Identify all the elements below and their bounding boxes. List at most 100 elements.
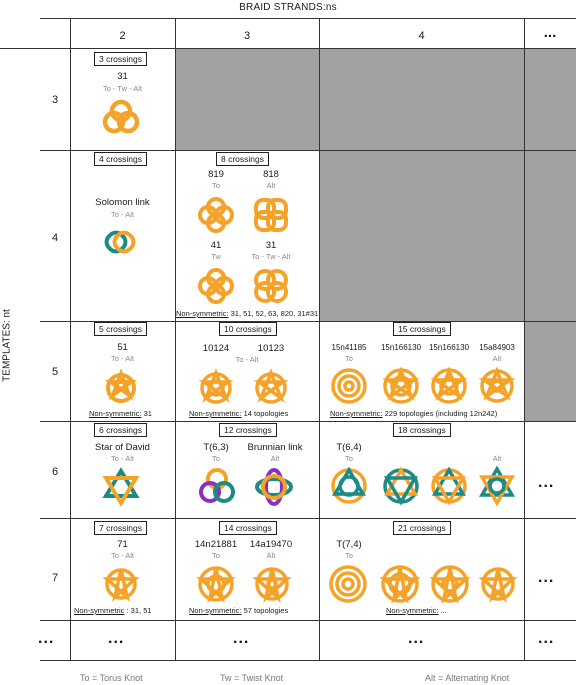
knot-type: Alt: [266, 181, 276, 190]
knot-type: To - Tw - Alt: [251, 252, 291, 261]
knot-label: 818: [263, 169, 279, 180]
non-symmetric-note: Non-symmetric: ...: [386, 606, 447, 615]
knot-label: Solomon link: [95, 197, 150, 208]
knot-icon: [329, 565, 367, 603]
grid-line: [40, 620, 576, 621]
star-knot-icon: [102, 568, 140, 602]
knot-type: To - Alt: [235, 355, 259, 364]
non-symmetric-note: Non-symmetric: 57 topologies: [189, 606, 288, 615]
knot-type: To: [212, 181, 220, 190]
knot-label: T(6,4): [336, 442, 362, 453]
crossings-box: 3 crossings: [94, 52, 147, 66]
knot-icon: [431, 466, 467, 506]
crossings-box: 10 crossings: [219, 322, 277, 336]
knot-icon: [383, 466, 419, 506]
knot-label: 15n41185: [331, 343, 367, 352]
row-header-more: ...: [38, 630, 55, 647]
knot-type: Alt: [266, 551, 276, 560]
non-symmetric-note: Non-symmetric: 229 topologies (including…: [330, 409, 497, 418]
gray-cell-r4c4: [319, 150, 524, 321]
knot-label: 14a19470: [249, 539, 293, 550]
knot-icon: [252, 567, 292, 603]
more-ellipsis: ...: [408, 630, 425, 647]
knot-label: 71: [117, 539, 128, 550]
crossings-box: 6 crossings: [94, 423, 147, 437]
note-label: Non-symmetric:: [189, 606, 242, 615]
note-label: Non-symmetric:: [89, 409, 142, 418]
templates-title: TEMPLATES: nt: [1, 309, 13, 382]
knot-label: T(6,3): [203, 442, 229, 453]
legend-alternating: Alt = Alternating Knot: [425, 673, 510, 683]
grid-line: [40, 518, 576, 519]
knot-label: Brunnian link: [247, 442, 303, 453]
row-header-7: 7: [51, 572, 59, 584]
crossings-box: 4 crossings: [94, 152, 147, 166]
knot-label: 41: [210, 240, 222, 251]
grid-line: [40, 321, 576, 322]
note-value: 31, 51, 52, 63, 820, 31#31: [230, 309, 319, 318]
knot-type: To - Alt: [111, 454, 134, 463]
grid-line: [40, 150, 576, 151]
crossings-box: 18 crossings: [393, 423, 451, 437]
knot-label: 15n166130: [428, 343, 470, 352]
knot-icon: [429, 565, 471, 604]
trefoil-knot-icon: [102, 99, 140, 134]
knot-icon: [198, 268, 234, 304]
solomon-link-icon: [104, 230, 136, 254]
grid-line: [319, 18, 320, 660]
legend-twist: Tw = Twist Knot: [220, 673, 284, 683]
column-header-2: 2: [119, 30, 126, 42]
knot-icon: [379, 565, 421, 604]
knot-label: 10123: [257, 343, 285, 354]
knot-icon: [331, 368, 367, 404]
knot-type: To - Alt: [111, 551, 134, 560]
row-header-3: 3: [51, 94, 59, 106]
note-label: Non-symmetric:: [330, 409, 383, 418]
crossings-box: 12 crossings: [219, 423, 277, 437]
knot-label: 14n21881: [194, 539, 238, 550]
crossings-box: 8 crossings: [216, 152, 269, 166]
knot-icon: [478, 465, 516, 507]
knot-type: Alt: [492, 454, 502, 463]
grid-line: [40, 18, 576, 19]
note-value: 14 topologies: [243, 409, 289, 418]
knot-icon: [198, 197, 234, 233]
non-symmetric-note: Non-symmetric: 31: [89, 409, 152, 418]
star-knot-icon: [104, 368, 138, 403]
knot-type: To - Alt: [111, 354, 134, 363]
column-header-3: 3: [243, 30, 251, 42]
gray-cell-r5-more: [524, 321, 576, 421]
note-label: Non-symmetric:: [189, 409, 242, 418]
knot-icon: [254, 269, 288, 303]
more-ellipsis: ...: [538, 569, 555, 586]
knot-icon: [478, 567, 518, 603]
knot-type: To: [345, 354, 353, 363]
column-header-more: ...: [543, 24, 557, 41]
knot-label: 51: [117, 342, 128, 353]
non-symmetric-note: Non-symmetric: 14 topologies: [189, 409, 288, 418]
note-label: Non-symmetric:: [176, 309, 229, 318]
more-ellipsis: ...: [233, 630, 250, 647]
knot-icon: [253, 368, 289, 404]
braid-strands-title: BRAID STRANDS:ns: [239, 2, 337, 13]
grid-line: [40, 421, 576, 422]
column-header-4: 4: [418, 30, 425, 42]
more-ellipsis: ...: [538, 630, 555, 647]
row-header-4: 4: [51, 232, 59, 244]
grid-line: [40, 660, 576, 661]
knot-type: To: [212, 454, 220, 463]
knot-type: To - Tw - Alt: [102, 84, 143, 93]
knot-icon: [196, 566, 236, 603]
knot-type: To - Alt: [111, 210, 134, 219]
knot-label: 10124: [202, 343, 230, 354]
non-symmetric-note: Non-symmetric: 31, 51, 52, 63, 820, 31#3…: [176, 309, 318, 318]
grid-line: [175, 18, 176, 660]
brunnian-link-icon: [255, 468, 293, 506]
knot-label: 31: [117, 71, 128, 82]
grid-line: [70, 18, 71, 660]
crossings-box: 21 crossings: [393, 521, 451, 535]
crossings-box: 7 crossings: [94, 521, 147, 535]
gray-cell-r4-more: [524, 150, 576, 321]
knot-icon: [478, 366, 516, 403]
knot-icon: [331, 466, 367, 504]
